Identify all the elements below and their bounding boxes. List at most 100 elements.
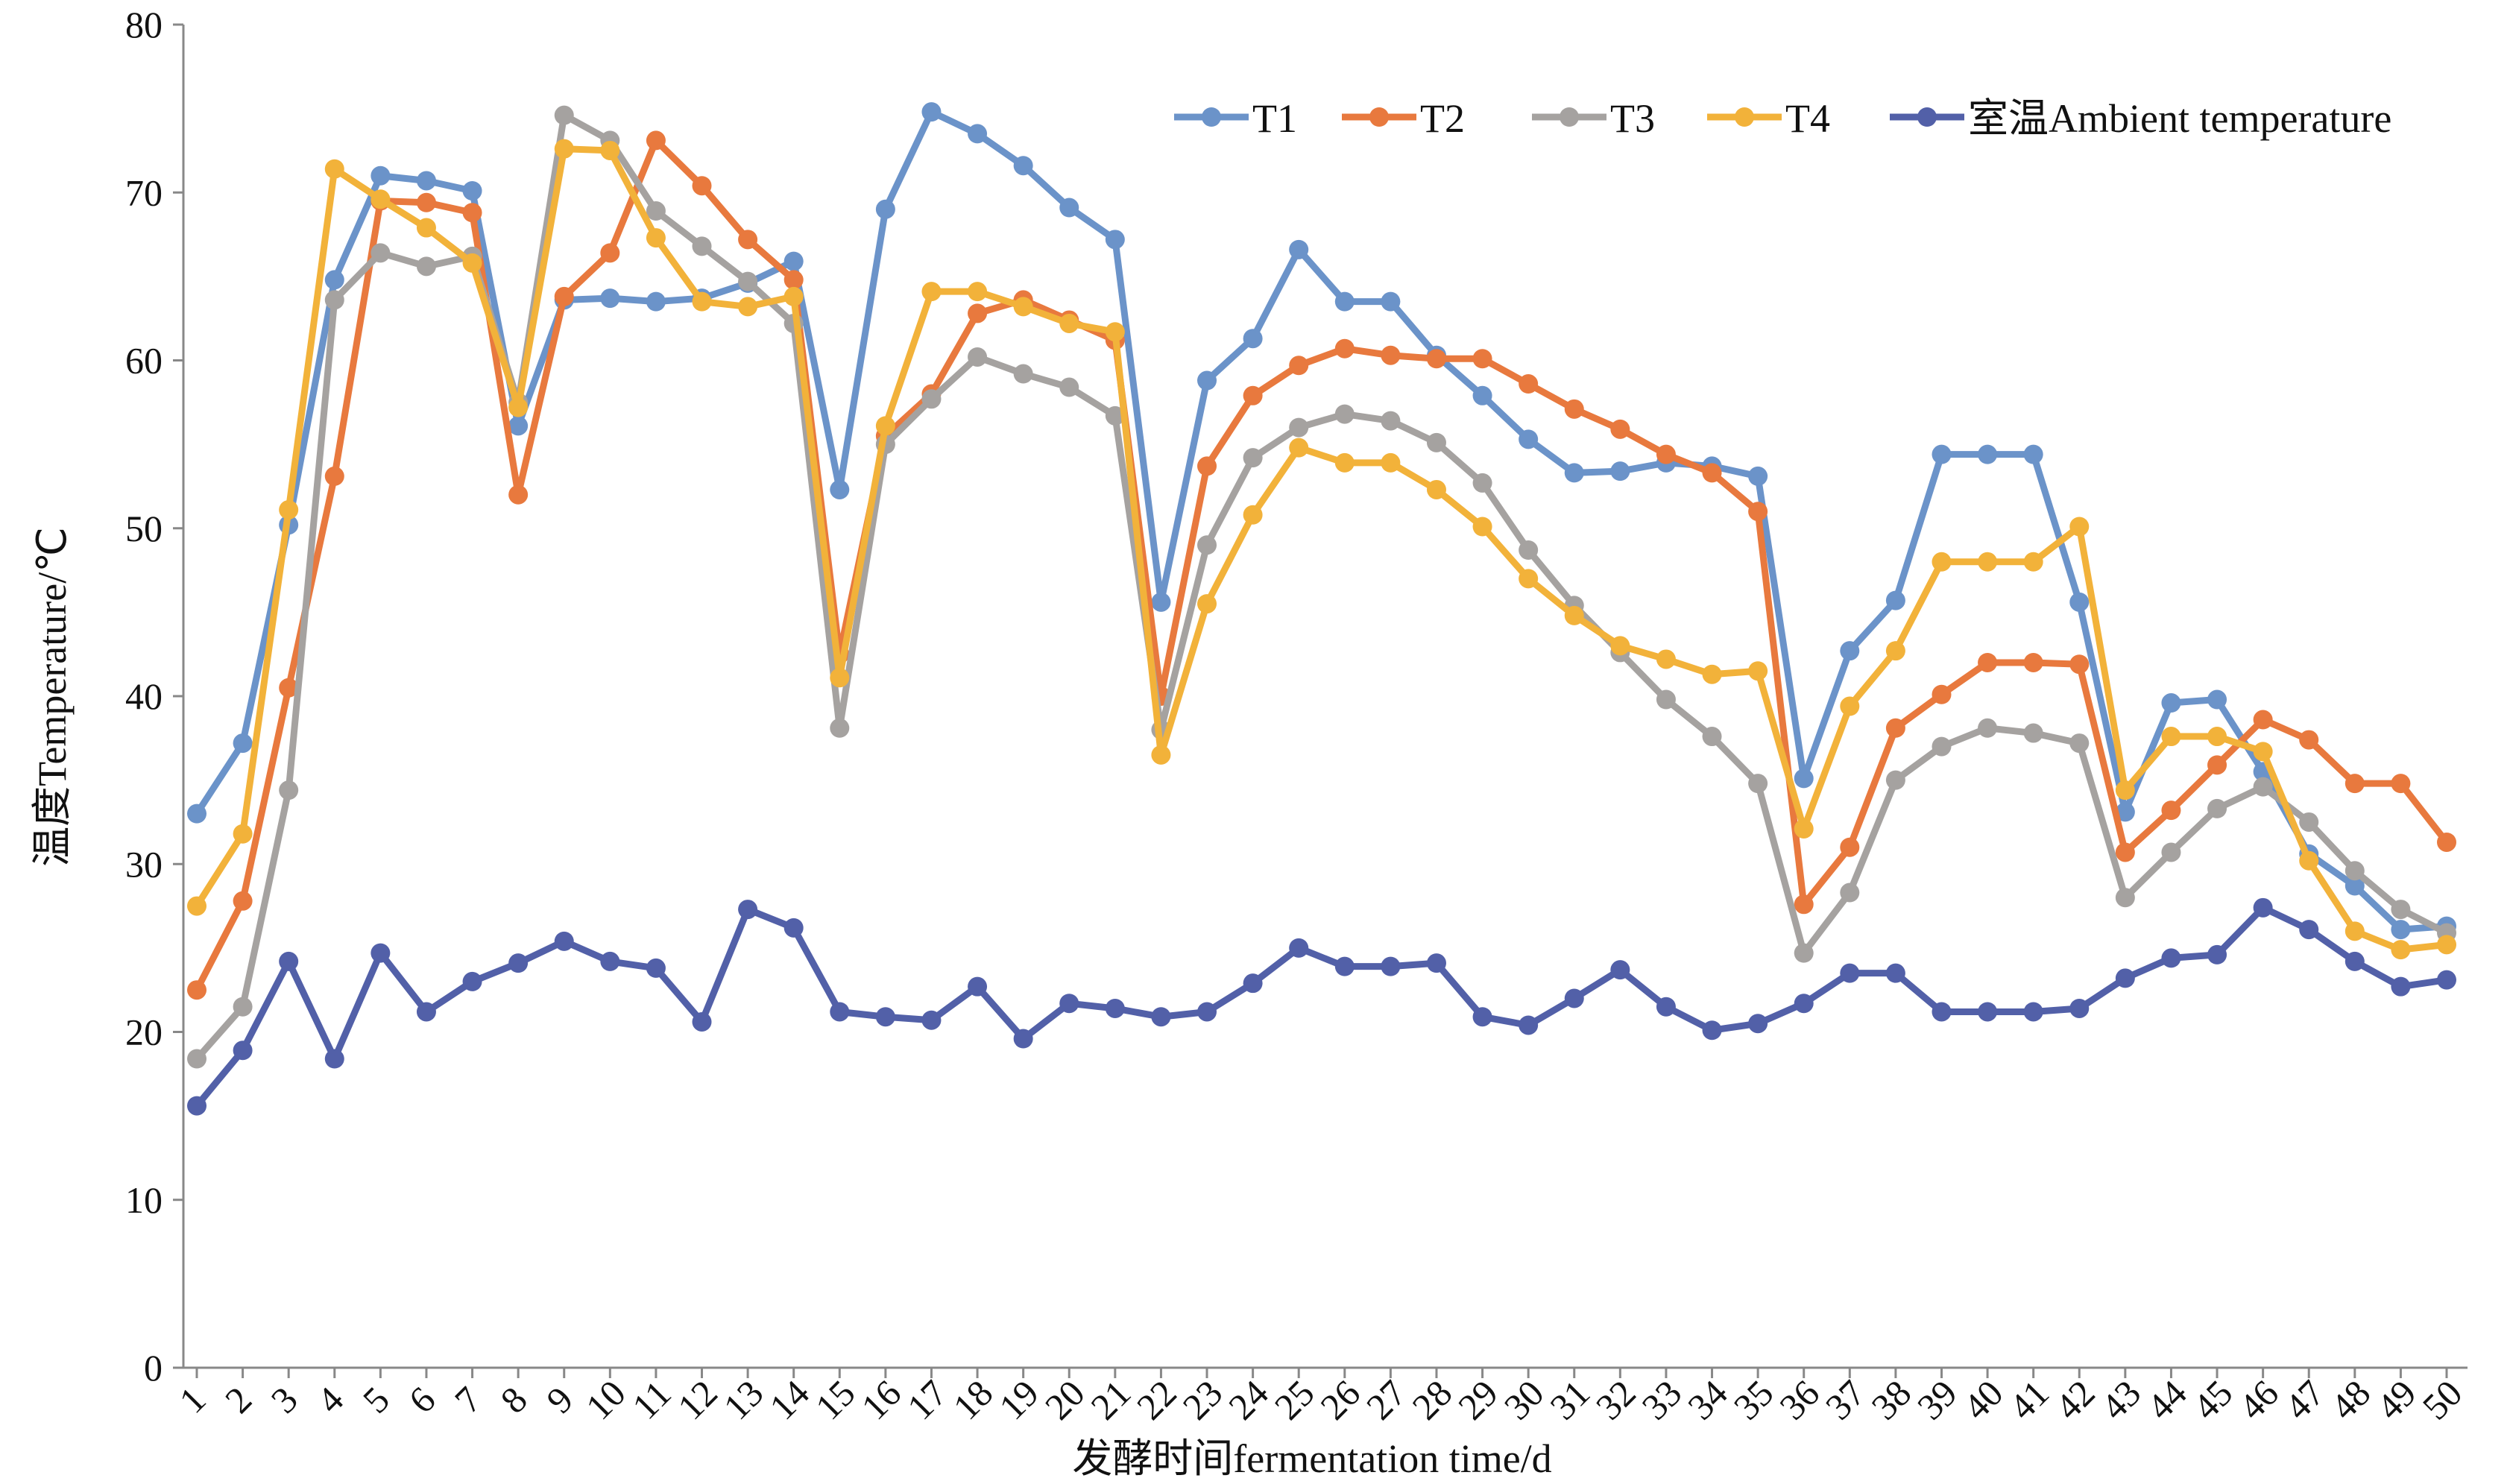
data-point <box>462 971 482 991</box>
data-point <box>2161 693 2181 713</box>
data-point <box>233 891 253 911</box>
data-point <box>370 243 391 263</box>
data-point <box>1932 736 1952 757</box>
data-point <box>1381 345 1401 365</box>
data-point <box>1885 718 1905 738</box>
data-point <box>508 397 529 417</box>
data-point <box>2023 652 2043 672</box>
data-point <box>1151 1007 1171 1027</box>
data-point <box>1105 998 1125 1018</box>
data-point <box>2207 689 2227 710</box>
y-tick-label: 40 <box>125 675 163 717</box>
data-point <box>2115 842 2135 862</box>
data-point <box>1289 438 1309 458</box>
data-point <box>1748 466 1768 486</box>
data-point <box>692 1011 712 1032</box>
legend-item: T1 <box>1174 96 1297 141</box>
data-point <box>1381 452 1401 473</box>
data-point <box>921 282 942 302</box>
data-point <box>370 189 391 209</box>
data-point <box>1519 540 1539 561</box>
data-point <box>1243 448 1263 468</box>
data-point <box>646 958 666 978</box>
data-point <box>1289 239 1309 259</box>
data-point <box>1702 727 1722 747</box>
data-point <box>2115 968 2135 988</box>
data-point <box>1289 938 1309 958</box>
data-point <box>2069 733 2090 754</box>
data-point <box>233 1041 253 1061</box>
data-point <box>1840 882 1860 903</box>
y-tick-label: 50 <box>125 508 163 549</box>
data-point <box>1381 956 1401 976</box>
legend-swatch-marker <box>1202 107 1221 127</box>
legend-label: T2 <box>1420 96 1465 141</box>
data-point <box>1656 444 1676 464</box>
data-point <box>1381 411 1401 431</box>
data-point <box>1197 1002 1217 1022</box>
data-point <box>233 824 253 844</box>
data-point <box>1334 404 1355 424</box>
y-tick-label: 10 <box>125 1179 163 1221</box>
data-point <box>1197 370 1217 391</box>
y-tick-label: 0 <box>144 1347 163 1389</box>
data-point <box>2253 777 2273 797</box>
data-point <box>1105 322 1125 342</box>
data-point <box>2023 444 2043 464</box>
data-point <box>1059 198 1079 218</box>
data-point <box>2299 920 2319 940</box>
data-point <box>1656 689 1676 710</box>
data-point <box>1840 696 1860 716</box>
data-point <box>1702 463 1722 483</box>
data-point <box>2161 948 2181 968</box>
x-tick-label: 3 <box>263 1378 306 1421</box>
data-point <box>1702 664 1722 684</box>
data-point <box>2391 774 2411 794</box>
data-point <box>1334 956 1355 976</box>
data-point <box>1059 313 1079 333</box>
data-point <box>416 192 436 212</box>
data-point <box>2345 951 2365 971</box>
data-point <box>1243 505 1263 525</box>
data-point <box>921 389 942 409</box>
data-point <box>1794 894 1814 915</box>
data-point <box>1243 973 1263 994</box>
data-point <box>600 288 620 309</box>
data-point <box>1426 479 1446 499</box>
data-point <box>187 1049 206 1069</box>
data-point <box>783 286 804 306</box>
data-point <box>1289 417 1309 438</box>
data-point <box>2345 876 2365 896</box>
x-tick-label: 6 <box>400 1378 443 1421</box>
data-point <box>1978 552 1998 572</box>
data-point <box>1610 419 1630 439</box>
data-point <box>1334 291 1355 312</box>
data-point <box>1932 444 1952 464</box>
series-line <box>194 904 2447 1108</box>
data-point <box>1013 297 1033 317</box>
legend-label: T4 <box>1785 96 1830 141</box>
data-point <box>2161 842 2181 862</box>
data-point <box>1013 1029 1033 1049</box>
series-line <box>194 108 2447 933</box>
data-point <box>416 171 436 191</box>
data-point <box>462 203 482 223</box>
data-point <box>2253 742 2273 762</box>
data-point <box>233 997 253 1017</box>
data-point <box>1885 590 1905 610</box>
data-point <box>1426 349 1446 369</box>
data-point <box>968 282 988 302</box>
data-point <box>1013 364 1033 384</box>
data-point <box>1794 943 1814 963</box>
data-point <box>370 165 391 186</box>
series-4 <box>187 139 2456 960</box>
data-point <box>2207 798 2227 818</box>
data-point <box>1748 1014 1768 1034</box>
data-point <box>324 270 344 290</box>
data-point <box>1197 535 1217 555</box>
data-point <box>416 256 436 277</box>
data-point <box>2391 920 2411 940</box>
data-point <box>1426 953 1446 973</box>
x-axis-label: 发酵时间fermentation time/d <box>1072 1436 1551 1481</box>
data-point <box>783 270 804 290</box>
